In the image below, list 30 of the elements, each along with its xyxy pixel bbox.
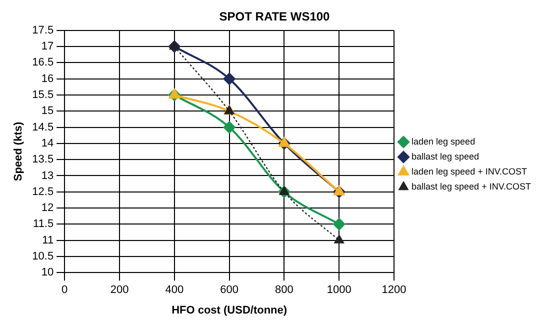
y-tick-label: 13 — [41, 170, 54, 182]
legend-label: ballast leg speed + INV.COST — [412, 181, 532, 192]
x-tick-label: 200 — [110, 284, 129, 296]
legend-label: laden leg speed + INV.COST — [412, 166, 528, 176]
y-tick-label: 13.5 — [32, 154, 54, 166]
y-tick-label: 12.5 — [32, 186, 54, 198]
y-tick-label: 14.5 — [32, 121, 54, 134]
x-tick-label: 600 — [220, 284, 238, 296]
y-tick-label: 11 — [42, 234, 54, 246]
y-tick-label: 10.5 — [32, 250, 54, 262]
y-tick-label: 10 — [41, 266, 54, 279]
y-tick-label: 15.5 — [32, 89, 54, 102]
x-tick-label: 800 — [275, 284, 294, 296]
y-tick-label: 15 — [41, 105, 54, 118]
y-tick-label: 14 — [41, 137, 54, 150]
x-tick-label: 1200 — [382, 284, 406, 296]
y-tick-label: 11.5 — [33, 218, 54, 230]
x-tick-label: 400 — [165, 284, 184, 296]
x-tick-label: 0 — [62, 284, 68, 296]
chart-title: SPOT RATE WS100 — [219, 10, 330, 24]
x-tick-label: 1000 — [326, 284, 352, 296]
legend-label: laden leg speed — [412, 136, 476, 146]
y-tick-label: 16 — [41, 72, 54, 85]
x-axis-title: HFO cost (USD/tonne) — [172, 304, 288, 316]
y-axis-title: Speed (kts) — [12, 122, 25, 182]
y-tick-label: 12 — [41, 202, 54, 214]
legend-label: ballast leg speed — [412, 151, 480, 162]
y-tick-label: 16.5 — [32, 56, 54, 69]
y-tick-label: 17.5 — [32, 24, 54, 36]
y-tick-label: 17 — [41, 40, 54, 53]
